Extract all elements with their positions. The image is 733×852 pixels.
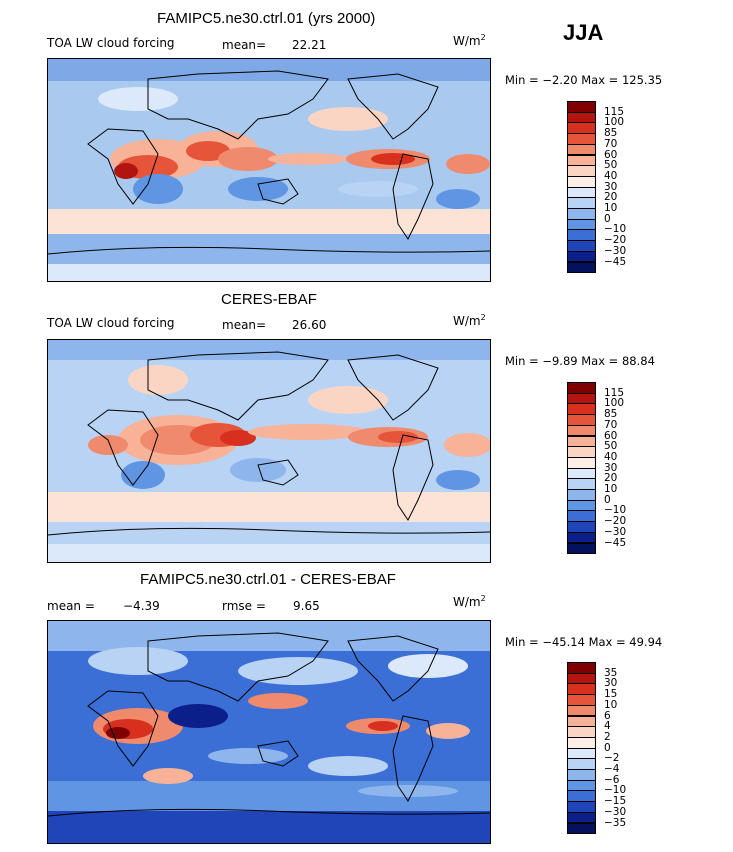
colorbar-label: 60: [604, 429, 618, 442]
colorbar-label: 40: [604, 450, 618, 463]
colorbar-label: −45: [604, 255, 627, 268]
panel3-mean-label: mean =: [47, 599, 95, 613]
colorbar-label: 30: [604, 677, 618, 690]
colorbar-label: 4: [604, 720, 611, 733]
colorbar-label: 50: [604, 159, 618, 172]
colorbar-label: 6: [604, 709, 611, 722]
colorbar-label: −20: [604, 234, 627, 247]
colorbar-label: −10: [604, 223, 627, 236]
colorbar-label: −45: [604, 536, 627, 549]
panel1-mean-value: 22.21: [292, 38, 327, 52]
colorbar-label: 10: [604, 202, 618, 214]
panel2-mean-value: 26.60: [292, 318, 327, 332]
panel3-units: W/m2: [453, 594, 486, 609]
panel3-rmse-value: 9.65: [293, 599, 320, 613]
colorbar-label: 30: [604, 461, 618, 474]
colorbar-label: 10: [604, 483, 618, 495]
panel1-minmax: Min = −2.20 Max = 125.35: [505, 73, 663, 87]
colorbar-label: 15: [604, 688, 618, 701]
colorbar-label: 30: [604, 180, 618, 193]
colorbar-label: 85: [604, 408, 618, 421]
panel2-units: W/m2: [453, 313, 486, 328]
colorbar-label: −15: [604, 795, 627, 808]
colorbar-label: −4: [604, 763, 620, 775]
colorbar-label: −30: [604, 525, 627, 538]
panel1-mean-label: mean=: [222, 38, 267, 52]
colorbar-label: 60: [604, 148, 618, 161]
colorbar-label: 115: [604, 386, 625, 399]
panel3-title: FAMIPC5.ne30.ctrl.01 - CERES-EBAF: [140, 571, 396, 588]
colorbar-label: −6: [604, 773, 620, 786]
panel1-title: FAMIPC5.ne30.ctrl.01 (yrs 2000): [157, 10, 376, 27]
colorbar-label: −35: [604, 816, 627, 829]
colorbar-label: −10: [604, 784, 627, 797]
colorbar-label: 0: [604, 493, 611, 506]
colorbar-swatch: [567, 542, 596, 555]
colorbar-label: 100: [604, 397, 625, 410]
colorbar-label: 2: [604, 730, 611, 743]
panel1-map: [47, 58, 491, 282]
colorbar-label: −2: [604, 752, 620, 765]
panel2-variable-label: TOA LW cloud forcing: [47, 316, 175, 330]
season-label: JJA: [563, 20, 604, 45]
colorbar-label: 0: [604, 741, 611, 754]
colorbar-label: 10: [604, 698, 618, 711]
colorbar-label: 20: [604, 472, 618, 485]
panel2-minmax: Min = −9.89 Max = 88.84: [505, 354, 655, 368]
colorbar-label: −20: [604, 515, 627, 528]
colorbar-label: 100: [604, 116, 625, 129]
colorbar-label: 70: [604, 137, 618, 150]
panel3-rmse-label: rmse =: [222, 599, 266, 613]
panel2-mean-label: mean=: [222, 318, 267, 332]
colorbar-label: −30: [604, 244, 627, 257]
panel1-units: W/m2: [453, 33, 486, 48]
colorbar-swatch: [567, 822, 596, 835]
panel1-variable-label: TOA LW cloud forcing: [47, 36, 175, 50]
colorbar-label: 35: [604, 666, 618, 679]
colorbar-label: 70: [604, 418, 618, 431]
colorbar-label: 20: [604, 191, 618, 204]
panel2-map: [47, 339, 491, 563]
colorbar-label: −30: [604, 805, 627, 818]
colorbar-swatch: [567, 261, 596, 274]
panel2-title: CERES-EBAF: [221, 291, 317, 308]
colorbar-label: 50: [604, 440, 618, 453]
panel3-minmax: Min = −45.14 Max = 49.94: [505, 635, 663, 649]
colorbar-label: 40: [604, 169, 618, 182]
colorbar-label: −10: [604, 504, 627, 517]
colorbar-label: 115: [604, 105, 625, 118]
panel3-mean-value: −4.39: [123, 599, 160, 613]
panel3-map: [47, 620, 491, 844]
colorbar-label: 85: [604, 127, 618, 140]
colorbar-label: 0: [604, 212, 611, 225]
